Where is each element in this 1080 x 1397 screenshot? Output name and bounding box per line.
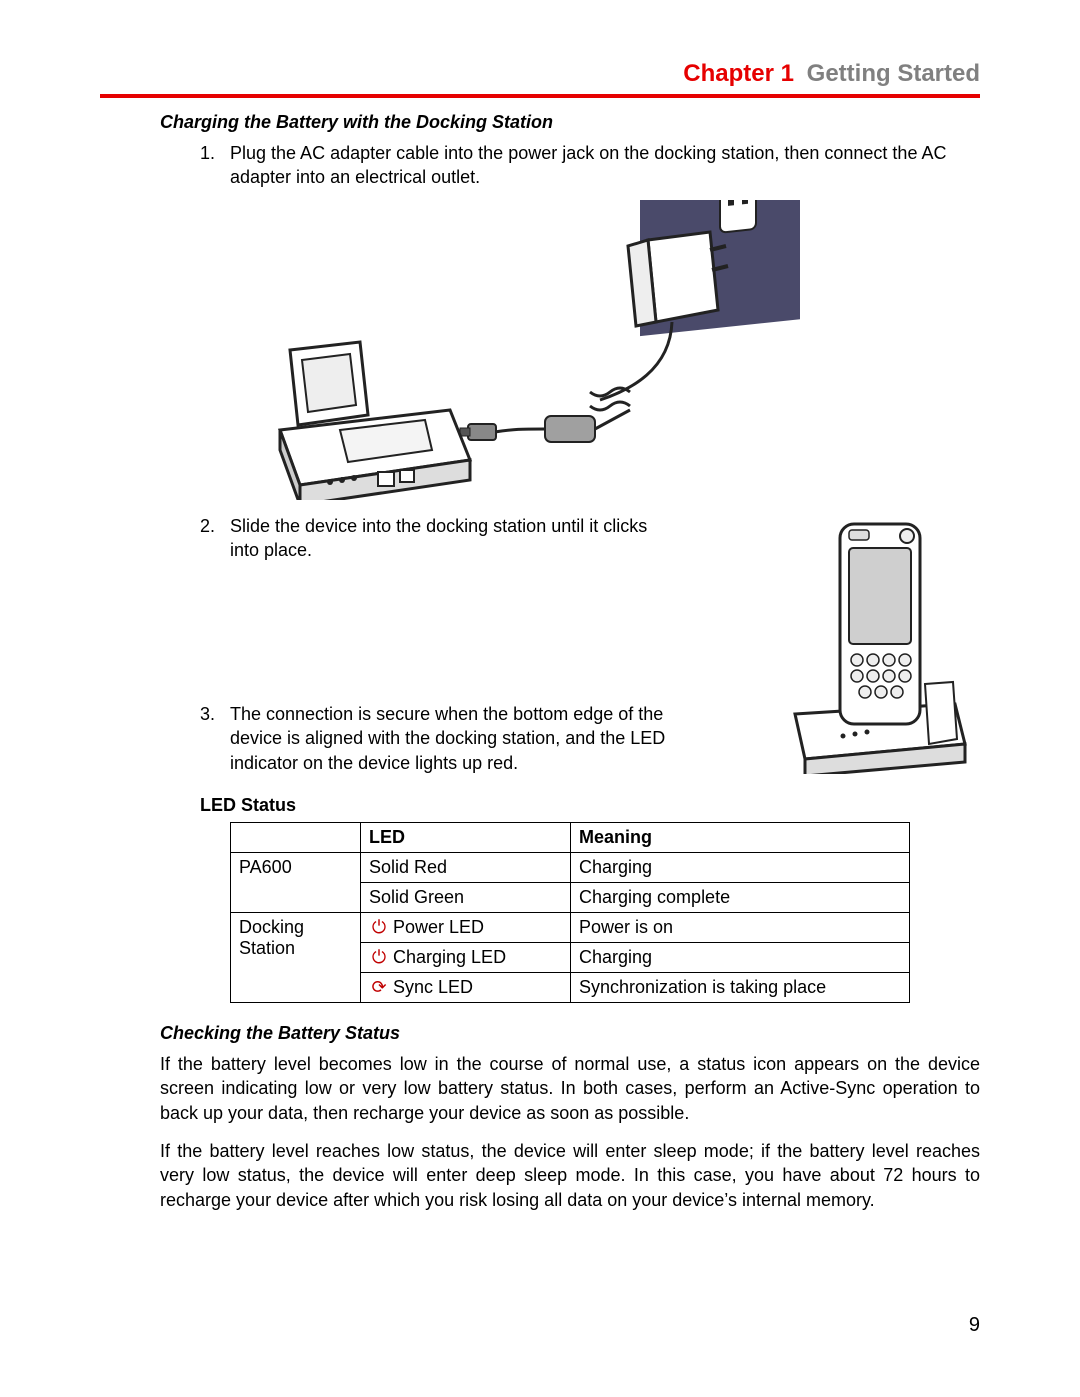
figure-dock-adapter [100,200,980,500]
page-header: Chapter 1 Getting Started [100,60,980,98]
led-status-table: LED Meaning PA600 Solid Red Charging Sol… [230,822,910,1003]
table-header-row: LED Meaning [231,823,910,853]
step-list: 1. Plug the AC adapter cable into the po… [200,141,980,190]
led-cell: Solid Red [361,853,571,883]
page-number: 9 [969,1314,980,1337]
col-device [231,823,361,853]
chapter-number: Chapter 1 [683,60,794,87]
step-number: 2. [200,514,230,563]
sync-icon: ⟳ [369,977,389,998]
dock-adapter-illustration [270,200,810,500]
body-paragraph: If the battery level reaches low status,… [160,1139,980,1212]
device-cell: Docking Station [231,913,361,1003]
led-status-label: LED Status [200,795,980,816]
meaning-cell: Power is on [571,913,910,943]
col-meaning: Meaning [571,823,910,853]
led-cell: ⏻Power LED [361,913,571,943]
meaning-cell: Charging [571,853,910,883]
meaning-cell: Synchronization is taking place [571,973,910,1003]
meaning-cell: Charging complete [571,883,910,913]
figure-device-docked [780,514,980,774]
list-item: 3. The connection is secure when the bot… [200,702,780,775]
table-row: PA600 Solid Red Charging [231,853,910,883]
power-icon: ⏻ [369,947,389,968]
led-cell: Solid Green [361,883,571,913]
col-led: LED [361,823,571,853]
device-docked-illustration [785,514,975,774]
step-text: The connection is secure when the bottom… [230,702,700,775]
led-cell: ⟳Sync LED [361,973,571,1003]
step-number: 3. [200,702,230,775]
device-cell: PA600 [231,853,361,913]
list-item: 2. Slide the device into the docking sta… [200,514,780,563]
list-item: 1. Plug the AC adapter cable into the po… [200,141,980,190]
step-text: Plug the AC adapter cable into the power… [230,141,980,190]
section-heading-battery-status: Checking the Battery Status [160,1023,980,1044]
meaning-cell: Charging [571,943,910,973]
step-text: Slide the device into the docking statio… [230,514,670,563]
led-cell: ⏻Charging LED [361,943,571,973]
chapter-title: Getting Started [807,60,980,87]
table-row: Docking Station ⏻Power LED Power is on [231,913,910,943]
section-heading-charging: Charging the Battery with the Docking St… [160,112,980,133]
step-number: 1. [200,141,230,190]
power-icon: ⏻ [369,917,389,938]
steps-2-3: 2. Slide the device into the docking sta… [200,514,780,785]
body-paragraph: If the battery level becomes low in the … [160,1052,980,1125]
